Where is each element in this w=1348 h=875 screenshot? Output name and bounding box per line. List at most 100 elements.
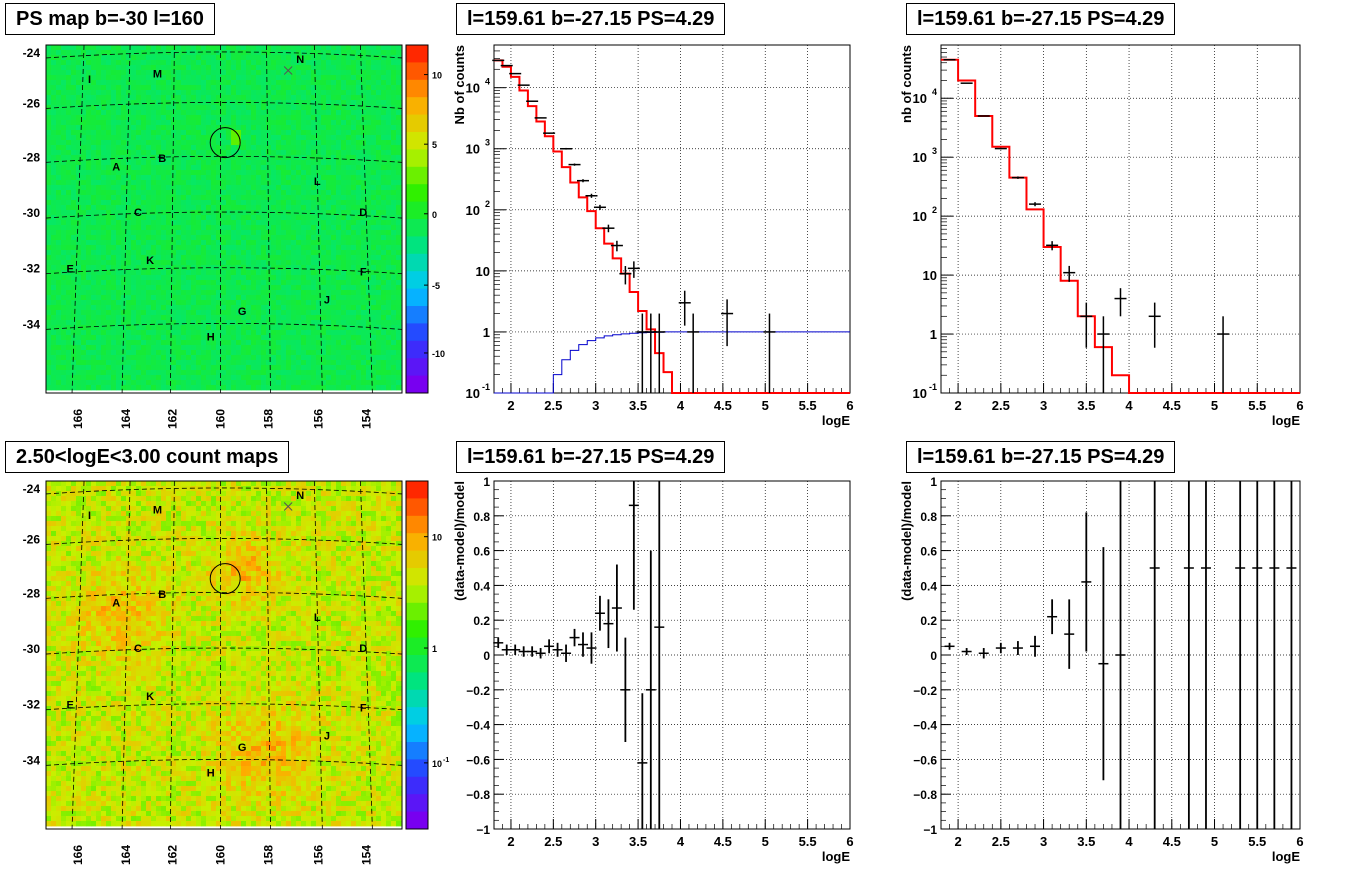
map-cell <box>386 295 392 301</box>
map-cell <box>116 190 122 196</box>
map-cell <box>211 50 217 56</box>
map-cell <box>231 125 237 131</box>
map-cell <box>71 100 77 106</box>
map-cell <box>156 360 162 366</box>
map-cell <box>201 120 207 126</box>
map-cell <box>251 210 257 216</box>
map-cell <box>356 335 362 341</box>
map-cell <box>61 85 67 91</box>
map-cell <box>96 481 102 487</box>
source-label: N <box>296 54 304 66</box>
map-cell <box>286 120 292 126</box>
map-cell <box>376 185 382 191</box>
map-cell <box>326 205 332 211</box>
map-cell <box>121 175 127 181</box>
map-cell <box>96 300 102 306</box>
map-cell <box>216 60 222 66</box>
map-cell <box>261 185 267 191</box>
map-cell <box>281 200 287 206</box>
map-cell <box>181 340 187 346</box>
map-cell <box>266 120 272 126</box>
map-cell <box>156 195 162 201</box>
map-cell <box>386 195 392 201</box>
map-cell <box>61 240 67 246</box>
map-cell <box>166 370 172 376</box>
map-cell <box>301 185 307 191</box>
map-cell <box>246 290 252 296</box>
map-cell <box>171 105 177 111</box>
map-cell <box>166 285 172 291</box>
map-cell <box>46 185 52 191</box>
map-cell <box>171 205 177 211</box>
map-cell <box>151 345 157 351</box>
map-cell <box>396 335 402 341</box>
map-cell <box>51 175 57 181</box>
map-cell <box>306 385 312 391</box>
map-cell <box>266 285 272 291</box>
map-cell <box>321 110 327 116</box>
map-cell <box>186 145 192 151</box>
map-cell <box>336 285 342 291</box>
map-cell <box>361 290 367 296</box>
map-cell <box>171 290 177 296</box>
map-cell <box>101 55 107 61</box>
map-cell <box>361 340 367 346</box>
map-cell <box>146 365 152 371</box>
map-cell <box>66 375 72 381</box>
map-cell <box>176 230 182 236</box>
map-cell <box>66 360 72 366</box>
map-cell <box>391 170 397 176</box>
map-cell <box>166 225 172 231</box>
map-cell <box>216 255 222 261</box>
map-cell <box>261 120 267 126</box>
map-cell <box>116 95 122 101</box>
map-cell <box>201 320 207 326</box>
map-cell <box>311 125 317 131</box>
map-cell <box>56 310 62 316</box>
map-cell <box>156 310 162 316</box>
map-cell <box>216 250 222 256</box>
map-cell <box>301 85 307 91</box>
map-cell <box>141 140 147 146</box>
map-cell <box>156 275 162 281</box>
map-cell <box>196 65 202 71</box>
map-cell <box>91 250 97 256</box>
map-cell <box>141 170 147 176</box>
map-cell <box>306 240 312 246</box>
map-cell <box>166 140 172 146</box>
map-cell <box>246 120 252 126</box>
map-cell <box>396 70 402 76</box>
map-cell <box>371 115 377 121</box>
map-cell <box>356 140 362 146</box>
map-cell <box>251 105 257 111</box>
map-cell <box>126 330 132 336</box>
map-cell <box>251 155 257 161</box>
map-cell <box>126 365 132 371</box>
map-cell <box>351 240 357 246</box>
map-cell <box>221 95 227 101</box>
map-cell <box>66 285 72 291</box>
map-cell <box>46 380 52 386</box>
map-cell <box>106 80 112 86</box>
map-cell <box>376 125 382 131</box>
map-cell <box>106 70 112 76</box>
map-cell <box>321 115 327 121</box>
map-cell <box>166 70 172 76</box>
map-cell <box>161 290 167 296</box>
map-cell <box>396 135 402 141</box>
map-cell <box>101 240 107 246</box>
map-cell <box>246 160 252 166</box>
map-cell <box>366 355 372 361</box>
map-cell <box>116 285 122 291</box>
map-cell <box>346 355 352 361</box>
map-cell <box>96 175 102 181</box>
map-cell <box>376 90 382 96</box>
map-cell <box>341 125 347 131</box>
map-cell <box>331 270 337 276</box>
map-cell <box>56 205 62 211</box>
map-cell <box>86 130 92 136</box>
map-cell <box>236 195 242 201</box>
map-cell <box>206 195 212 201</box>
map-cell <box>86 310 92 316</box>
map-cell <box>176 290 182 296</box>
